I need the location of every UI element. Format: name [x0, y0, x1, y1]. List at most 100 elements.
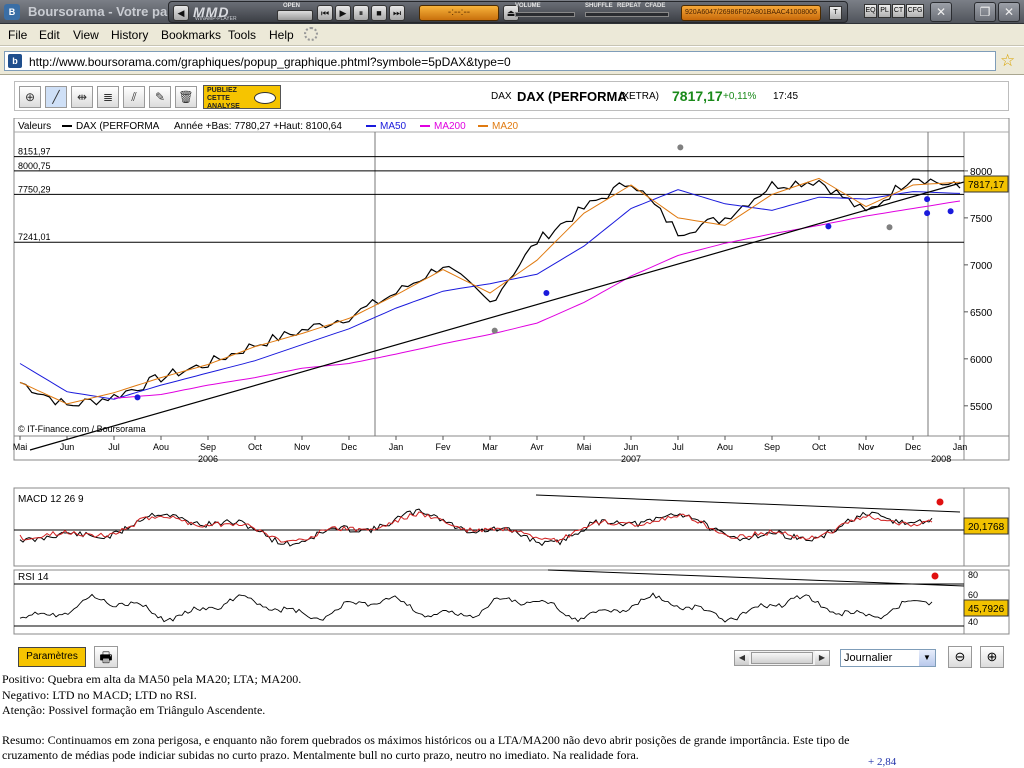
scroll-thumb[interactable]	[751, 652, 813, 664]
chart-bottom-bar: Paramètres 🖶 ◀ ▶ Journalier ▼ ⊖ ⊕	[14, 646, 1009, 670]
horizontal-line-icon[interactable]: ⇹	[71, 86, 93, 108]
pause-icon[interactable]: ⏸	[353, 5, 369, 21]
x-tick-label-14: Jul	[672, 442, 684, 452]
x-tick-label-10: Mar	[482, 442, 498, 452]
balance-slider[interactable]	[585, 12, 669, 17]
analysis-atencao: Atenção: Possivel formação em Triângulo …	[2, 703, 266, 717]
stop-icon[interactable]: ■	[371, 5, 387, 21]
x-year-label-1: 2007	[621, 454, 641, 464]
trash-icon[interactable]: 🗑	[175, 86, 197, 108]
address-bar: b http://www.boursorama.com/graphiques/p…	[0, 47, 1024, 75]
menu-tools[interactable]: Tools	[228, 28, 257, 42]
x-tick-label-11: Avr	[530, 442, 543, 452]
fibonacci-icon[interactable]: ≣	[97, 86, 119, 108]
x-year-label-0: 2006	[198, 454, 218, 464]
x-tick-label-8: Jan	[389, 442, 404, 452]
menu-help[interactable]: Help	[269, 28, 294, 42]
x-tick-label-0: Mai	[13, 442, 28, 452]
analysis-negativo: Negativo: LTD no MACD; LTD no RSI.	[2, 687, 197, 702]
toggle-t[interactable]: T	[829, 6, 842, 20]
series-line-ma20	[19, 177, 961, 405]
parallel-lines-icon[interactable]: ⫽	[123, 86, 145, 108]
play-icon[interactable]: ▶	[335, 5, 351, 21]
x-tick-label-2: Jul	[108, 442, 120, 452]
x-tick-label-1: Jun	[60, 442, 75, 452]
menu-view[interactable]: View	[73, 28, 99, 42]
period-select[interactable]: Journalier ▼	[840, 649, 936, 667]
draw-trendline-icon[interactable]: ╱	[45, 86, 67, 108]
blue-marker-4	[924, 196, 931, 203]
next-icon[interactable]: ⏭	[389, 5, 405, 21]
blue-marker-5	[947, 208, 954, 215]
rsi-signal-dot	[931, 572, 939, 580]
player-time-display: -:--:--	[419, 5, 499, 21]
level-label-3: 7241,01	[18, 232, 51, 242]
rsi-tick-80: 80	[968, 570, 978, 580]
toggle-cfg[interactable]: CFG	[906, 4, 924, 18]
y-tick-label-3: 7000	[970, 261, 993, 272]
macd-value-box	[963, 517, 1009, 535]
publish-analysis-button[interactable]: PUBLIEZ CETTE ANALYSE	[203, 85, 281, 110]
blue-marker-2	[825, 223, 832, 230]
restore-icon[interactable]: ❐	[974, 2, 996, 22]
volume-slider[interactable]	[515, 12, 575, 17]
url-text: http://www.boursorama.com/graphiques/pop…	[29, 55, 511, 69]
x-tick-label-5: Oct	[248, 442, 263, 452]
support-trendline	[29, 181, 965, 451]
player-close-icon[interactable]: ✕	[930, 2, 952, 22]
open-button[interactable]	[277, 10, 313, 21]
menu-history[interactable]: History	[111, 28, 149, 42]
bookmark-star-icon[interactable]: ☆	[1000, 51, 1016, 70]
blue-marker-0	[134, 394, 141, 401]
close-window-icon[interactable]: ✕	[998, 2, 1020, 22]
y-tick-label-5: 8000	[970, 167, 993, 178]
menu-file[interactable]: File	[8, 28, 28, 42]
grey-marker-0	[491, 327, 498, 334]
legend-valeurs: Valeurs	[18, 121, 51, 132]
toggle-ct[interactable]: CT	[892, 4, 905, 18]
player-logo: MMD	[193, 4, 230, 20]
printer-icon[interactable]: 🖶	[94, 646, 118, 668]
menu-edit[interactable]: Edit	[39, 28, 60, 42]
level-label-1: 8000,75	[18, 161, 51, 171]
symbol-change: +0,11%	[723, 91, 757, 102]
last-price-box	[963, 175, 1009, 193]
player-back-icon[interactable]: ◀	[173, 5, 189, 21]
x-tick-label-9: Fev	[435, 442, 451, 452]
grey-marker-1	[677, 144, 684, 151]
toggle-eq[interactable]: EQ	[864, 4, 877, 18]
parameters-button[interactable]: Paramètres	[18, 647, 86, 667]
zoom-select-icon[interactable]: ⊕	[19, 86, 41, 108]
menu-bar: File Edit View History Bookmarks Tools H…	[0, 24, 1024, 46]
x-tick-label-4: Sep	[200, 442, 216, 452]
time-scrollbar[interactable]: ◀ ▶	[734, 650, 830, 666]
menu-bookmarks[interactable]: Bookmarks	[161, 28, 222, 42]
chevron-down-icon[interactable]: ▼	[919, 650, 935, 666]
zoom-in-icon[interactable]: ⊕	[980, 646, 1004, 668]
rsi-tick-60: 60	[968, 590, 978, 600]
legend-price-name: DAX (PERFORMA	[76, 121, 160, 132]
series-line-ma50	[19, 189, 961, 400]
url-field[interactable]: b http://www.boursorama.com/graphiques/p…	[4, 51, 996, 71]
toggle-pl[interactable]: PL	[878, 4, 891, 18]
open-label: OPEN	[283, 3, 301, 9]
rsi-ltd-line	[547, 569, 965, 587]
zoom-out-icon[interactable]: ⊖	[948, 646, 972, 668]
y-tick-label-4: 7500	[970, 214, 993, 225]
chart-toolbar: ⊕ ╱ ⇹ ≣ ⫽ ✎ 🗑 PUBLIEZ CETTE ANALYSE DAX …	[14, 81, 1009, 111]
chart-area[interactable]: Valeurs DAX (PERFORMA Année +Bas: 7780,2…	[0, 118, 1024, 640]
x-tick-label-15: Aou	[717, 442, 733, 452]
rsi-tick-40: 40	[968, 617, 978, 627]
pencil-icon[interactable]: ✎	[149, 86, 171, 108]
x-tick-label-7: Dec	[341, 442, 358, 452]
scroll-left-icon[interactable]: ◀	[735, 651, 749, 665]
symbol-name: DAX (PERFORMA	[517, 89, 627, 104]
level-label-0: 8151,97	[18, 147, 51, 157]
prev-icon[interactable]: ⏮	[317, 5, 333, 21]
x-tick-label-19: Dec	[905, 442, 922, 452]
macd-value-label: 20,1768	[968, 522, 1005, 533]
rsi-value-box	[963, 599, 1009, 617]
footer-value: + 2,84	[868, 756, 897, 768]
legend-ma200: MA200	[434, 121, 466, 132]
scroll-right-icon[interactable]: ▶	[815, 651, 829, 665]
